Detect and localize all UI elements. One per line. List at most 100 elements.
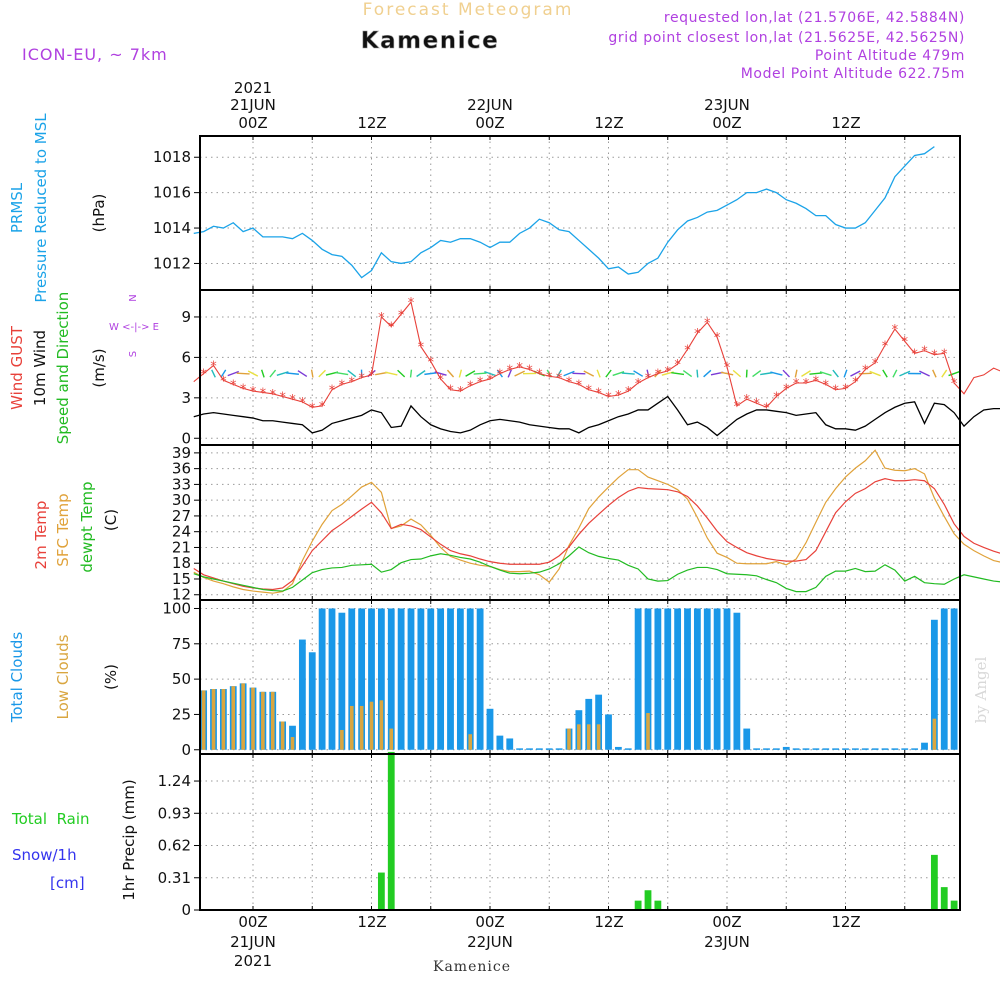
total-clouds-bar [644,608,652,750]
bottom-tick-label: 12Z [831,913,860,931]
y-tick-label: 100 [162,599,191,617]
wind-direction-arrow [801,370,811,377]
wind-direction-arrow [892,369,898,378]
y-tick-label: 0.93 [158,804,191,822]
wind-direction-arrow [882,369,888,378]
wind-direction-arrow [227,370,240,377]
wind-gust-point: * [872,357,879,372]
prmsl-label: PRMSL [8,182,26,233]
bottom-time-axis: 00Z 12Z 00Z 12Z 00Z 12Z 21JUN 22JUN 23JU… [230,913,861,970]
wind-gust-point: * [437,373,444,388]
total-clouds-bar [733,612,741,750]
total-clouds-bar [881,748,889,750]
wind-direction-arrow [335,371,349,376]
wind-gust-point: * [546,370,553,385]
total-clouds-bar [407,608,415,750]
top-date-label-3: 23JUN [704,96,750,114]
wind-direction-arrow [484,370,496,377]
sfc-temp-series-line [193,449,1000,594]
low-clouds-bar [586,724,591,750]
wind-gust-point: * [319,400,326,415]
compass-we: W <-|-> E [109,322,159,333]
gust-label: Wind GUST [8,325,26,410]
wind-direction-arrow [236,372,250,375]
temp-panel-labels: 2m Temp SFC Temp dewpt Temp (C) [32,481,120,572]
y-tick-label: 27 [172,507,191,525]
wind-gust-point: * [556,372,563,387]
total-clouds-bar [822,748,830,750]
total-clouds-bar [851,748,859,750]
top-tick-label: 12Z [831,114,860,132]
y-tick-label: 30 [172,491,191,509]
dewpt-label: dewpt Temp [78,481,96,572]
total-clouds-bar [308,652,316,750]
wind-direction-arrow [941,369,948,378]
total-clouds-bar [743,728,751,750]
total-clouds-bar [545,748,553,750]
total-clouds-bar [358,608,366,750]
wind-gust-point: * [299,396,306,411]
total-clouds-label: Total Clouds [8,632,26,724]
wind-gust-point: * [892,323,899,338]
wind-gust-point: * [635,377,642,392]
total-clouds-bar [328,608,336,750]
wind-gust-point: * [240,382,247,397]
wind-gust-point: * [497,368,504,383]
wind-gust-point: * [744,393,751,408]
wind-gust-point: * [457,385,464,400]
wind-gust-point: * [526,364,533,379]
wind-gust-point: * [260,386,267,401]
wind-gust-point: * [645,372,652,387]
pressure-series-line [193,146,935,279]
wind-gust-point: * [753,397,760,412]
wind-gust-point: * [694,327,701,342]
y-tick-label: 25 [172,705,191,723]
total-clouds-bar [654,608,662,750]
y-tick-label: 50 [172,670,191,688]
wind-direction-arrow [347,369,357,378]
wind-direction-arrow [424,372,438,376]
pressure-panel: 1012 1014 1016 1018 [153,136,960,290]
total-clouds-bar [496,735,504,750]
total-clouds-bar [338,612,346,750]
total-clouds-bar [723,608,731,750]
wind-gust-point: * [378,311,385,326]
wind-gust-point: * [625,385,632,400]
pressure-msl-label: Pressure Reduced to MSL [32,113,50,303]
wind-gust-point: * [862,364,869,379]
y-tick-label: 1018 [153,148,191,166]
total-clouds-bar [802,748,810,750]
total-clouds-bar [377,608,385,750]
low-clouds-bar [251,687,255,750]
total-clouds-bar [832,748,840,750]
wind-direction-arrow [782,369,791,378]
total-clouds-bar [595,694,603,750]
rain-bar [387,751,395,910]
total-clouds-bar [684,608,691,750]
wind-gust-point: * [813,374,820,389]
wind-gust-point: * [447,384,454,399]
total-clouds-bar [348,608,356,750]
y-tick-label: 0 [181,901,191,919]
wind-gust-point: * [408,296,415,311]
total-clouds-bar [318,608,326,750]
wind-direction-arrow [819,371,832,377]
wind-gust-point: * [349,376,356,391]
wind-direction-arrow [605,369,612,378]
wind-direction-arrow [858,372,872,375]
total-clouds-bar [664,608,672,750]
wind-gust-point: * [398,308,405,323]
bottom-date-label-3: 23JUN [704,933,750,951]
wind-direction-arrow [794,369,798,378]
total-clouds-bar [782,746,790,750]
low-clouds-bar [596,724,601,750]
wind-gust-point: * [566,376,573,391]
wind-direction-arrow [612,371,625,377]
wind-gust-point: * [882,339,889,354]
total-clouds-bar [911,748,919,750]
wind-gust-point: * [388,320,395,335]
wind-gust-point: * [250,385,257,400]
bottom-date-label-2: 22JUN [467,933,513,951]
clouds-panel: 0 25 50 75 100 [162,599,960,759]
wind-gust-point: * [220,374,227,389]
